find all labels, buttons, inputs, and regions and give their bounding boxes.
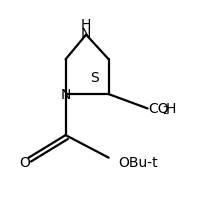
Text: 2: 2 [162,106,168,116]
Text: N: N [81,27,91,41]
Text: H: H [165,102,175,116]
Text: H: H [81,18,91,32]
Text: O: O [19,156,30,170]
Text: CO: CO [148,102,169,116]
Text: S: S [90,71,98,85]
Text: OBu-t: OBu-t [117,156,157,170]
Text: N: N [60,88,70,101]
